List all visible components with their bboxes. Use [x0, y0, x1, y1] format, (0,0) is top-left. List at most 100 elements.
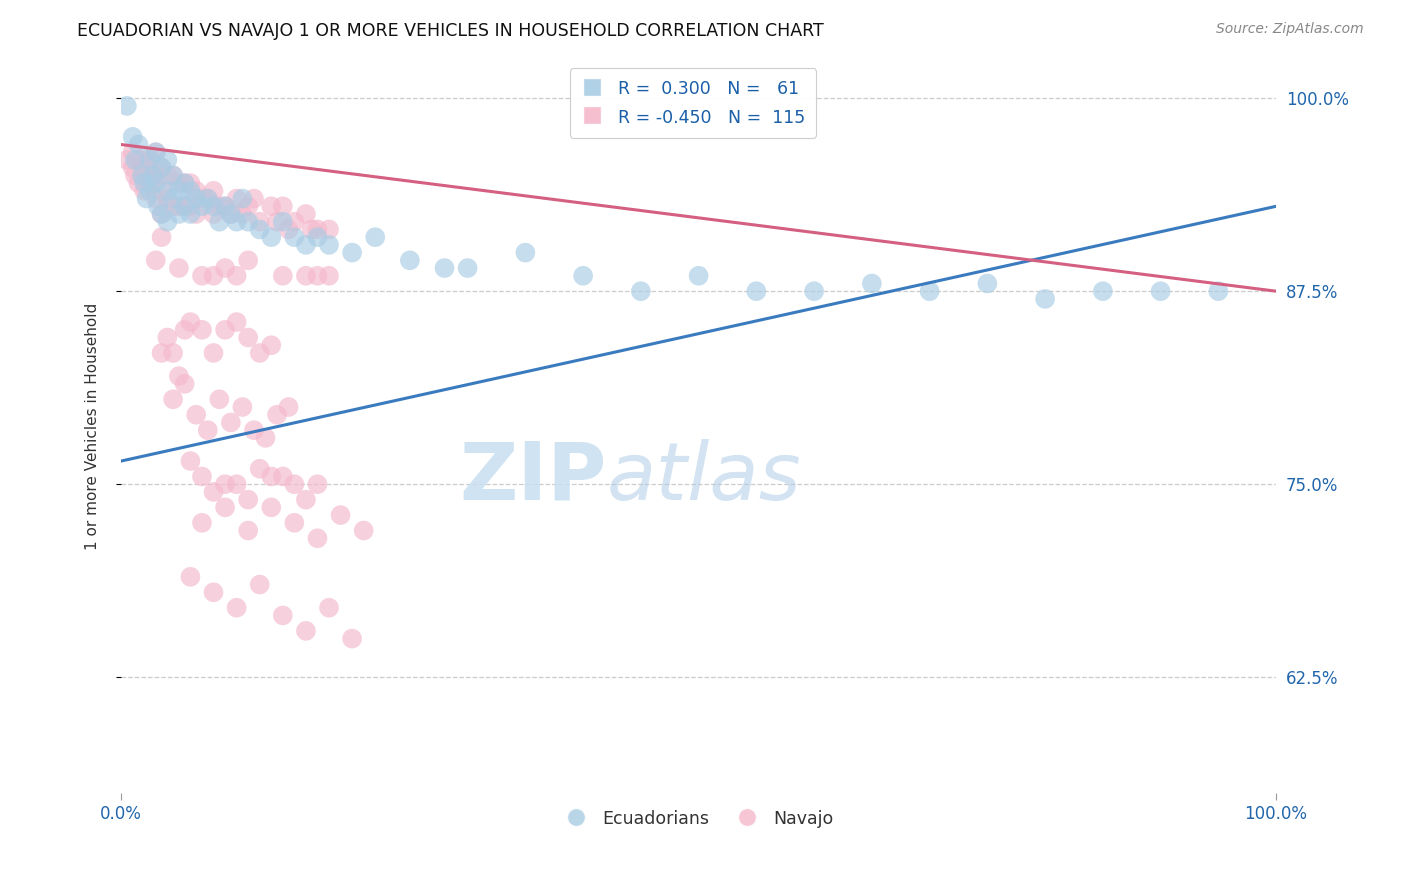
Point: [139, 153, 162, 167]
Point: [115, 153, 138, 167]
Point: [1149, 284, 1171, 298]
Point: [167, 176, 190, 190]
Point: [231, 400, 253, 414]
Point: [150, 207, 173, 221]
Point: [156, 169, 179, 183]
Point: [202, 268, 225, 283]
Point: [260, 338, 283, 352]
Legend: Ecuadorians, Navajo: Ecuadorians, Navajo: [557, 802, 841, 836]
Point: [214, 323, 236, 337]
Point: [208, 392, 231, 407]
Point: [225, 477, 247, 491]
Point: [295, 238, 318, 252]
Point: [238, 524, 260, 538]
Point: [197, 192, 219, 206]
Point: [238, 330, 260, 344]
Point: [260, 469, 283, 483]
Point: [208, 199, 231, 213]
Point: [186, 184, 208, 198]
Point: [214, 199, 236, 213]
Point: [121, 129, 143, 144]
Point: [803, 284, 825, 298]
Point: [156, 330, 179, 344]
Point: [225, 268, 247, 283]
Point: [134, 176, 156, 190]
Point: [150, 184, 173, 198]
Point: [307, 477, 329, 491]
Point: [139, 153, 162, 167]
Point: [295, 268, 318, 283]
Point: [249, 346, 271, 360]
Point: [124, 153, 146, 167]
Point: [283, 215, 305, 229]
Point: [225, 315, 247, 329]
Point: [283, 477, 305, 491]
Point: [127, 137, 149, 152]
Point: [260, 500, 283, 515]
Point: [197, 192, 219, 206]
Point: [191, 323, 214, 337]
Text: atlas: atlas: [606, 439, 801, 516]
Point: [142, 169, 165, 183]
Point: [167, 207, 190, 221]
Point: [202, 184, 225, 198]
Point: [179, 570, 201, 584]
Point: [162, 192, 184, 206]
Point: [202, 484, 225, 499]
Point: [173, 199, 195, 213]
Point: [179, 315, 201, 329]
Point: [271, 215, 294, 229]
Point: [572, 268, 595, 283]
Point: [146, 199, 169, 213]
Point: [115, 99, 138, 113]
Point: [191, 199, 214, 213]
Point: [142, 169, 165, 183]
Point: [976, 277, 998, 291]
Point: [167, 369, 190, 384]
Point: [202, 346, 225, 360]
Point: [167, 260, 190, 275]
Point: [399, 253, 422, 268]
Point: [1091, 284, 1114, 298]
Point: [162, 346, 184, 360]
Point: [150, 346, 173, 360]
Point: [162, 392, 184, 407]
Point: [150, 161, 173, 175]
Point: [260, 230, 283, 244]
Point: [173, 376, 195, 391]
Point: [191, 469, 214, 483]
Point: [134, 153, 156, 167]
Point: [214, 260, 236, 275]
Point: [318, 600, 340, 615]
Point: [191, 268, 214, 283]
Point: [630, 284, 652, 298]
Point: [150, 161, 173, 175]
Point: [145, 253, 167, 268]
Point: [225, 215, 247, 229]
Point: [179, 176, 201, 190]
Point: [266, 215, 288, 229]
Point: [249, 215, 271, 229]
Point: [918, 284, 941, 298]
Point: [277, 400, 299, 414]
Point: [231, 207, 253, 221]
Point: [139, 176, 162, 190]
Point: [1208, 284, 1230, 298]
Point: [225, 192, 247, 206]
Point: [266, 408, 288, 422]
Point: [156, 215, 179, 229]
Point: [127, 176, 149, 190]
Point: [238, 492, 260, 507]
Point: [295, 207, 318, 221]
Point: [179, 199, 201, 213]
Point: [353, 524, 375, 538]
Point: [173, 176, 195, 190]
Point: [745, 284, 768, 298]
Point: [139, 184, 162, 198]
Point: [301, 222, 323, 236]
Point: [860, 277, 883, 291]
Point: [145, 176, 167, 190]
Point: [127, 153, 149, 167]
Point: [515, 245, 537, 260]
Point: [214, 477, 236, 491]
